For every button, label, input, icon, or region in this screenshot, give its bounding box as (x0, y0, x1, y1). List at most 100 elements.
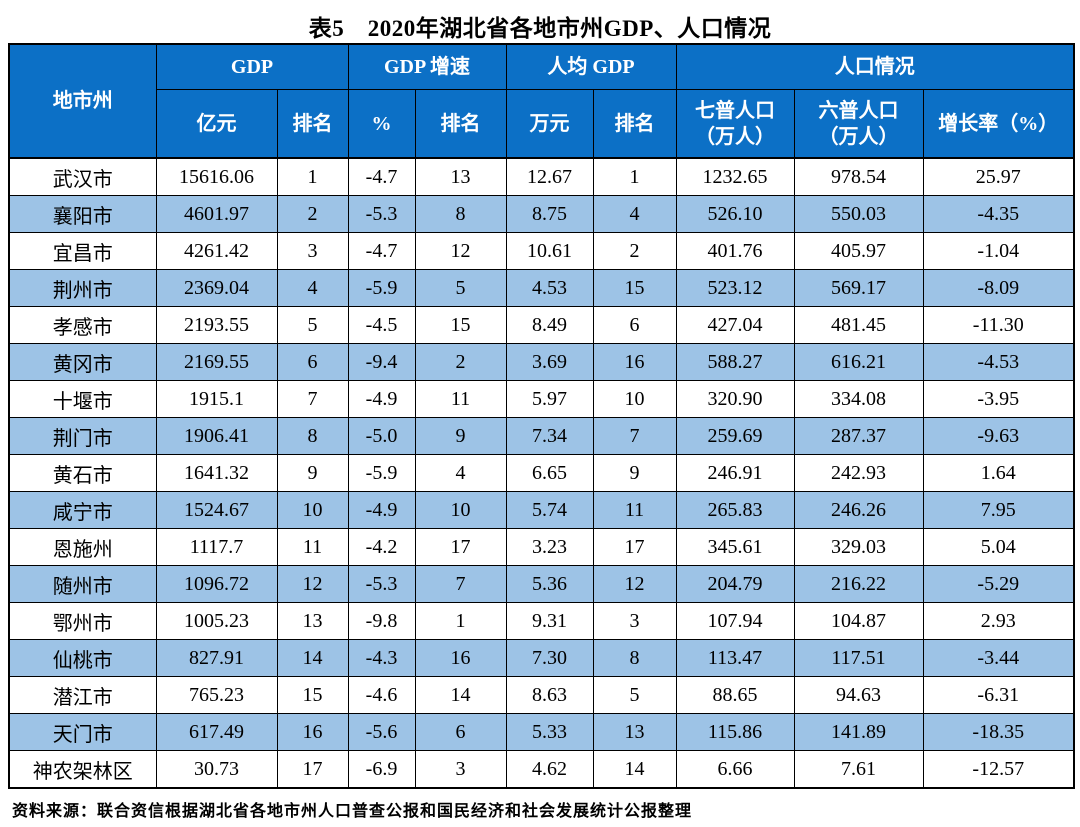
cell-pcgdp-rank: 10 (592, 380, 677, 418)
cell-census7: 259.69 (675, 417, 795, 455)
cell-growth-rank: 1 (414, 602, 507, 640)
cell-pop-growth: -12.57 (922, 750, 1075, 789)
table-row: 黄冈市 2169.55 6 -9.4 2 3.69 16 588.27 616.21 -4.53 (8, 343, 1075, 381)
cell-census7: 588.27 (675, 343, 795, 381)
cell-gdp-value: 2169.55 (155, 343, 278, 381)
cell-pop-growth: -3.44 (922, 639, 1075, 677)
cell-pop-growth: -5.29 (922, 565, 1075, 603)
cell-census7: 1232.65 (675, 157, 795, 196)
cell-growth-pct: -4.6 (347, 676, 416, 714)
cell-growth-rank: 13 (414, 157, 507, 196)
cell-pop-growth: -4.53 (922, 343, 1075, 381)
cell-growth-rank: 7 (414, 565, 507, 603)
cell-gdp-rank: 1 (276, 157, 349, 196)
col-header-gdp-rank: 排名 (276, 89, 349, 159)
cell-growth-rank: 8 (414, 195, 507, 233)
cell-gdp-value: 1906.41 (155, 417, 278, 455)
gdp-population-table: 地市州 GDP GDP 增速 人均 GDP 人口情况 亿元 排名 % 排名 万元… (8, 43, 1075, 789)
cell-gdp-rank: 6 (276, 343, 349, 381)
cell-growth-pct: -5.9 (347, 454, 416, 492)
cell-pop-growth: 25.97 (922, 157, 1075, 196)
col-header-census6: 六普人口 （万人） (793, 89, 924, 159)
cell-gdp-rank: 13 (276, 602, 349, 640)
cell-city: 潜江市 (8, 676, 157, 714)
cell-growth-pct: -9.4 (347, 343, 416, 381)
table-row: 襄阳市 4601.97 2 -5.3 8 8.75 4 526.10 550.03 -4.35 (8, 195, 1075, 233)
cell-pcgdp-value: 7.34 (505, 417, 594, 455)
table-row: 神农架林区 30.73 17 -6.9 3 4.62 14 6.66 7.61 -12.57 (8, 750, 1075, 789)
cell-growth-pct: -5.3 (347, 565, 416, 603)
cell-census6: 216.22 (793, 565, 924, 603)
cell-city: 宜昌市 (8, 232, 157, 270)
table-row: 十堰市 1915.1 7 -4.9 11 5.97 10 320.90 334.08 -3.95 (8, 380, 1075, 418)
cell-growth-pct: -4.3 (347, 639, 416, 677)
cell-city: 武汉市 (8, 157, 157, 196)
cell-pcgdp-rank: 11 (592, 491, 677, 529)
cell-pcgdp-value: 8.75 (505, 195, 594, 233)
cell-census7: 115.86 (675, 713, 795, 751)
cell-pcgdp-rank: 17 (592, 528, 677, 566)
cell-city: 孝感市 (8, 306, 157, 344)
cell-pcgdp-value: 6.65 (505, 454, 594, 492)
cell-growth-rank: 16 (414, 639, 507, 677)
header-group-row: 地市州 GDP GDP 增速 人均 GDP 人口情况 (8, 43, 1075, 159)
cell-growth-rank: 17 (414, 528, 507, 566)
table-row: 恩施州 1117.7 11 -4.2 17 3.23 17 345.61 329.03 5.04 (8, 528, 1075, 566)
cell-census6: 7.61 (793, 750, 924, 789)
cell-gdp-rank: 12 (276, 565, 349, 603)
col-group-gdp-growth: GDP 增速 (347, 43, 507, 90)
col-header-pcgdp-value: 万元 (505, 89, 594, 159)
cell-pcgdp-rank: 12 (592, 565, 677, 603)
cell-gdp-value: 1117.7 (155, 528, 278, 566)
cell-census6: 978.54 (793, 157, 924, 196)
col-header-pop-growth: 增长率（%） (922, 89, 1075, 159)
cell-growth-pct: -5.9 (347, 269, 416, 307)
cell-census7: 6.66 (675, 750, 795, 789)
cell-census6: 94.63 (793, 676, 924, 714)
cell-census7: 107.94 (675, 602, 795, 640)
cell-growth-rank: 6 (414, 713, 507, 751)
cell-gdp-rank: 5 (276, 306, 349, 344)
cell-pcgdp-rank: 14 (592, 750, 677, 789)
table-row: 咸宁市 1524.67 10 -4.9 10 5.74 11 265.83 246.26 7.95 (8, 491, 1075, 529)
cell-census7: 401.76 (675, 232, 795, 270)
cell-pcgdp-value: 5.36 (505, 565, 594, 603)
cell-pcgdp-rank: 5 (592, 676, 677, 714)
cell-city: 十堰市 (8, 380, 157, 418)
cell-city: 仙桃市 (8, 639, 157, 677)
cell-gdp-value: 1096.72 (155, 565, 278, 603)
cell-gdp-rank: 8 (276, 417, 349, 455)
cell-growth-rank: 14 (414, 676, 507, 714)
cell-growth-pct: -5.6 (347, 713, 416, 751)
cell-pop-growth: -11.30 (922, 306, 1075, 344)
cell-pcgdp-value: 3.69 (505, 343, 594, 381)
cell-pcgdp-value: 9.31 (505, 602, 594, 640)
table-header: 地市州 GDP GDP 增速 人均 GDP 人口情况 亿元 排名 % 排名 万元… (8, 43, 1075, 159)
cell-pcgdp-value: 8.63 (505, 676, 594, 714)
cell-pop-growth: -3.95 (922, 380, 1075, 418)
cell-pcgdp-rank: 2 (592, 232, 677, 270)
cell-gdp-rank: 3 (276, 232, 349, 270)
cell-growth-pct: -6.9 (347, 750, 416, 789)
cell-gdp-rank: 10 (276, 491, 349, 529)
table-row: 荆州市 2369.04 4 -5.9 5 4.53 15 523.12 569.17 -8.09 (8, 269, 1075, 307)
cell-census7: 246.91 (675, 454, 795, 492)
cell-city: 随州市 (8, 565, 157, 603)
cell-growth-pct: -4.7 (347, 232, 416, 270)
cell-gdp-value: 1915.1 (155, 380, 278, 418)
cell-pcgdp-value: 3.23 (505, 528, 594, 566)
cell-pop-growth: -6.31 (922, 676, 1075, 714)
table-row: 荆门市 1906.41 8 -5.0 9 7.34 7 259.69 287.37 -9.63 (8, 417, 1075, 455)
cell-growth-rank: 9 (414, 417, 507, 455)
cell-pcgdp-value: 8.49 (505, 306, 594, 344)
cell-pop-growth: 7.95 (922, 491, 1075, 529)
cell-census6: 329.03 (793, 528, 924, 566)
cell-pcgdp-value: 4.62 (505, 750, 594, 789)
cell-growth-pct: -4.2 (347, 528, 416, 566)
cell-pcgdp-value: 12.67 (505, 157, 594, 196)
cell-census7: 265.83 (675, 491, 795, 529)
cell-pop-growth: -8.09 (922, 269, 1075, 307)
cell-census6: 481.45 (793, 306, 924, 344)
cell-pop-growth: 2.93 (922, 602, 1075, 640)
